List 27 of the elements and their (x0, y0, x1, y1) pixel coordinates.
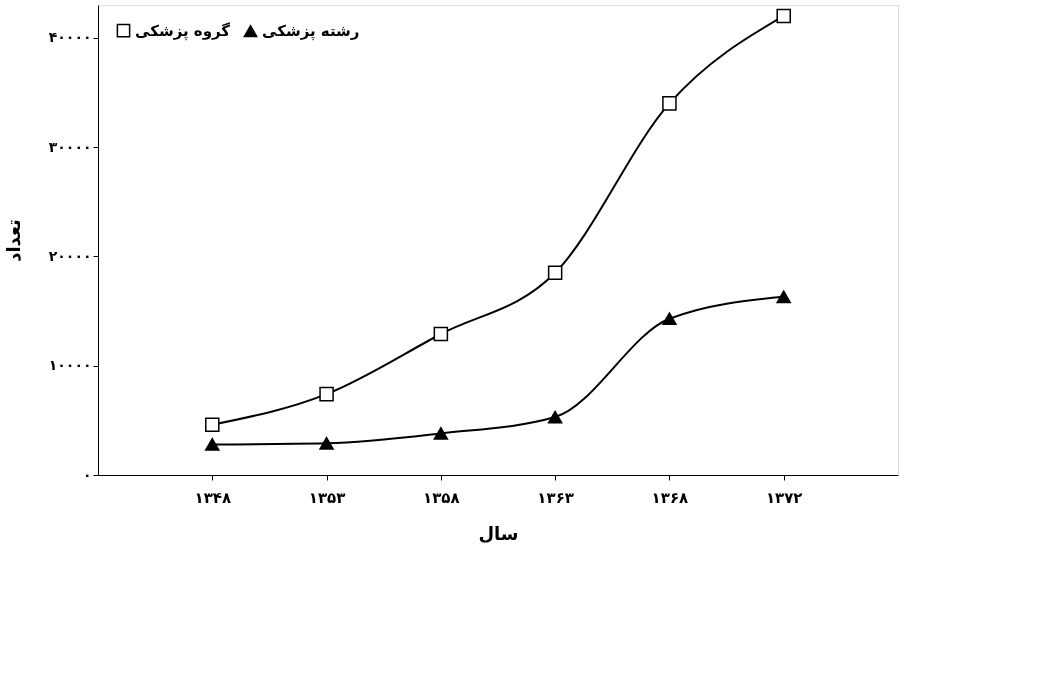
y-tick-label: ۱۰۰۰۰ (48, 357, 92, 374)
point (433, 427, 449, 440)
point (319, 436, 334, 450)
y-tick-label: ۳۰۰۰۰ (48, 138, 92, 155)
point (776, 290, 791, 304)
point (205, 417, 220, 432)
x-tick-label: ۱۳۷۲ (765, 488, 803, 507)
x-tick-label: ۱۳۵۸ (423, 488, 460, 507)
point (205, 438, 220, 451)
x-tick-label: ۱۳۶۳ (537, 488, 574, 507)
legend-label: گروه پزشکی (135, 21, 231, 41)
y-tick-label: ۴۰۰۰۰ (48, 29, 92, 46)
x-tick-label: ۱۳۴۸ (194, 488, 232, 507)
x-tick-label: ۱۳۶۸ (651, 488, 689, 507)
y-tick-label: ۲۰۰۰۰ (48, 247, 92, 264)
point (662, 312, 677, 326)
x-tick-label: ۱۳۵۳ (308, 488, 346, 507)
point (662, 96, 677, 111)
point (547, 410, 563, 424)
y-tick-label: ۰ (82, 466, 92, 483)
y-axis-title: تعداد (2, 219, 24, 262)
x-axis-title: سال (478, 522, 519, 544)
point (319, 386, 334, 402)
legend-label: رشته پزشکی (262, 22, 360, 42)
point (547, 265, 563, 281)
point (433, 326, 449, 342)
point (776, 8, 791, 24)
